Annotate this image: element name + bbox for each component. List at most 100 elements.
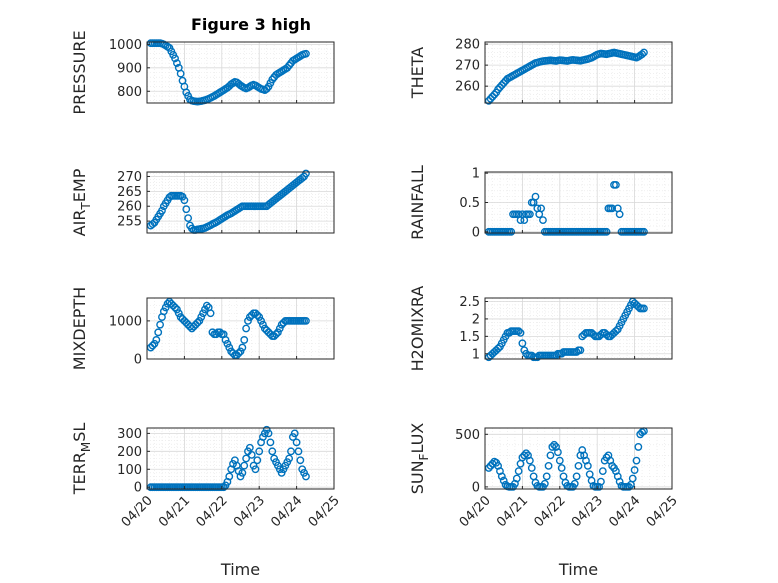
data-point <box>206 309 215 318</box>
data-point <box>298 174 307 182</box>
data-point <box>597 330 605 339</box>
y-axis-label: TERRMSL <box>70 423 93 496</box>
data-point <box>225 343 234 352</box>
subplot-1: 800 900 1000 PRESSURE <box>70 30 335 115</box>
data-point <box>245 443 254 452</box>
data-point <box>544 461 553 470</box>
x-tick-label: 04/23 <box>569 493 606 530</box>
data-point <box>253 456 262 465</box>
y-tick-label: 280 <box>455 38 480 53</box>
data-point <box>264 429 273 438</box>
y-tick-label: 900 <box>117 61 142 76</box>
data-point <box>171 54 179 63</box>
y-tick-label: 260 <box>117 200 142 215</box>
data-point <box>302 316 310 325</box>
y-tick-label: 2.5 <box>459 295 480 310</box>
y-tick-label: 0.5 <box>459 196 480 211</box>
data-point <box>494 344 502 353</box>
data-point <box>540 479 549 488</box>
data-point <box>555 456 564 465</box>
y-tick-label: 1000 <box>109 38 142 53</box>
y-axis-label: THETA <box>408 47 427 99</box>
axes-box <box>146 297 335 360</box>
data-point <box>152 336 161 344</box>
y-tick-label: 255 <box>117 215 142 230</box>
y-tick-label: 270 <box>455 59 480 74</box>
data-point <box>234 349 243 358</box>
data-point <box>608 461 617 470</box>
data-point <box>514 467 523 476</box>
data-point <box>632 456 641 465</box>
data-point <box>514 327 523 336</box>
data-point <box>292 438 301 447</box>
y-axis-label: SUNFLUX <box>408 423 431 495</box>
y-tick-label: 1.5 <box>459 330 480 345</box>
data-point <box>251 465 260 474</box>
data-point <box>171 303 179 312</box>
data-point <box>296 456 305 465</box>
subplot-4: 0 0.5 1 RAINFALL <box>408 165 673 240</box>
y-tick-label: 270 <box>117 170 142 185</box>
axes-box <box>484 427 673 490</box>
data-point <box>516 328 525 337</box>
data-point <box>612 181 620 189</box>
data-point <box>173 305 181 314</box>
data-point <box>527 464 536 472</box>
data-point <box>238 343 247 352</box>
data-point <box>602 330 611 339</box>
data-point <box>161 303 170 312</box>
data-point <box>221 336 230 344</box>
x-tick-label: 04/21 <box>494 493 531 530</box>
data-point <box>255 313 264 321</box>
data-point <box>608 204 617 213</box>
subplot-5: 0 1000 MIXDEPTH <box>70 287 335 370</box>
data-point <box>272 330 280 339</box>
x-tick-label: 04/20 <box>457 493 494 530</box>
data-point <box>490 90 499 99</box>
y-tick-label: 265 <box>117 185 142 200</box>
y-tick-label: 0 <box>134 353 142 368</box>
data-point <box>497 472 506 481</box>
y-axis-label: AIRTEMP <box>70 168 93 236</box>
data-point <box>212 330 221 339</box>
data-point <box>628 474 637 483</box>
data-point <box>512 474 521 483</box>
data-point <box>173 59 181 68</box>
data-point <box>615 477 624 486</box>
data-point <box>522 449 531 458</box>
data-point <box>602 227 611 236</box>
x-tick-label: 04/22 <box>194 493 231 530</box>
axes-box <box>484 41 673 104</box>
y-axis-label: RAINFALL <box>408 165 427 240</box>
data-point <box>518 339 527 348</box>
y-tick-label: 1000 <box>109 314 142 329</box>
y-tick-label: 100 <box>117 463 142 478</box>
y-tick-label: 0 <box>472 480 480 495</box>
data-point <box>598 467 607 476</box>
data-point <box>240 336 249 344</box>
data-point <box>572 348 581 356</box>
data-point <box>499 476 508 485</box>
figure-title: Figure 3 high <box>191 15 311 34</box>
data-point <box>537 204 545 213</box>
data-point <box>216 328 224 337</box>
data-point <box>287 447 295 456</box>
data-point <box>638 50 646 59</box>
data-point <box>240 461 249 470</box>
x-tick-label: 04/25 <box>306 493 343 530</box>
data-point <box>525 210 534 219</box>
subplot-8: 0 500 04/20 04/21 04/22 04/23 04/24 04/25 Time SU… <box>408 423 681 579</box>
y-tick-label: 800 <box>117 85 142 100</box>
data-point <box>634 443 643 451</box>
axes-box <box>146 41 335 104</box>
x-tick-label: 04/22 <box>532 493 569 530</box>
data-point <box>208 328 217 337</box>
data-point <box>202 301 211 310</box>
data-point <box>184 214 193 223</box>
data-point <box>257 316 265 325</box>
data-point <box>180 196 189 205</box>
y-tick-label: 0 <box>134 481 142 496</box>
data-point <box>201 305 209 314</box>
data-point <box>225 472 234 481</box>
